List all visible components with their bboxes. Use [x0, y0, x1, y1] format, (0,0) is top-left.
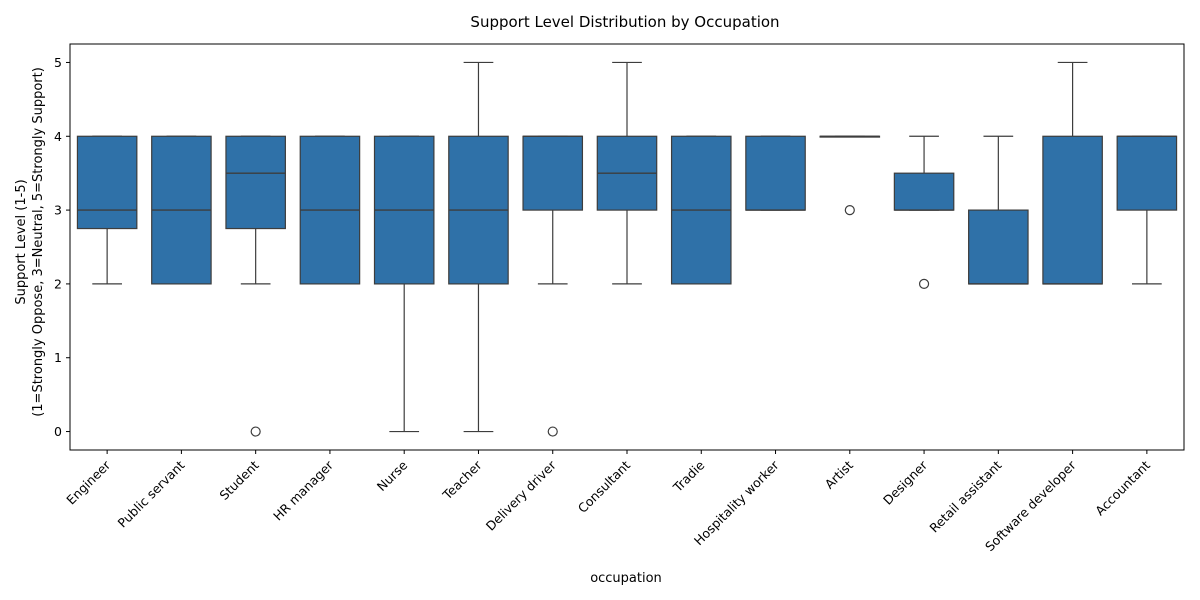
box-group-10 [819, 135, 881, 216]
outlier-point [547, 426, 558, 437]
outlier-point [250, 426, 261, 437]
box-group-12 [968, 135, 1029, 285]
x-axis-title: occupation [590, 571, 662, 586]
iqr-box [522, 135, 584, 211]
iqr-box [745, 135, 806, 211]
y-axis-title-line2: (1=Strongly Oppose, 3=Neutral, 5=Strongl… [31, 67, 46, 417]
chart-title: Support Level Distribution by Occupation [470, 13, 779, 31]
y-tick-label: 0 [54, 424, 62, 439]
box-group-3 [299, 135, 361, 285]
y-tick-label: 1 [54, 350, 62, 365]
x-tick-label: Artist [822, 457, 856, 491]
x-tick-label: HR manager [270, 457, 337, 524]
y-tick-label: 3 [54, 203, 62, 218]
box-group-5 [448, 61, 509, 433]
x-tick-label: Consultant [575, 457, 633, 515]
outlier-point [844, 204, 855, 216]
iqr-box [1042, 135, 1103, 285]
box-group-9 [745, 135, 806, 211]
y-tick-label: 4 [54, 129, 62, 144]
x-tick-label: Designer [880, 457, 931, 508]
box-group-1 [151, 135, 212, 285]
x-tick-label: Public servant [115, 457, 188, 530]
x-tick-label: Teacher [439, 457, 485, 503]
iqr-box [225, 135, 286, 230]
iqr-box [893, 172, 955, 211]
box-group-7 [596, 61, 658, 285]
box-group-4 [373, 135, 435, 433]
y-tick-label: 2 [54, 276, 62, 291]
x-tick-label: Accountant [1092, 457, 1153, 518]
iqr-box [968, 209, 1029, 285]
plot-area: 0 1 2 3 4 5 Engineer Public servant Student HR ma… [54, 43, 1185, 554]
box-group-0 [76, 135, 138, 285]
box-group-14 [1116, 135, 1178, 285]
x-tick-label: Nurse [374, 457, 411, 494]
box-group-2 [225, 135, 286, 437]
iqr-box [1116, 135, 1178, 211]
outlier-point [918, 278, 930, 290]
y-tick-label: 5 [54, 55, 62, 70]
box-group-13 [1042, 61, 1103, 285]
x-tick-label: Retail assistant [926, 457, 1004, 535]
iqr-box [76, 135, 138, 230]
box-group-6 [522, 135, 584, 437]
x-tick-label: Engineer [63, 457, 114, 508]
x-tick-label: Student [216, 457, 261, 502]
box-group-8 [670, 135, 732, 285]
x-tick-label: Delivery driver [483, 457, 560, 534]
y-axis-title-line1: Support Level (1-5) [14, 179, 29, 304]
x-tick-label: Tradie [669, 457, 707, 495]
box-group-11 [893, 135, 955, 290]
